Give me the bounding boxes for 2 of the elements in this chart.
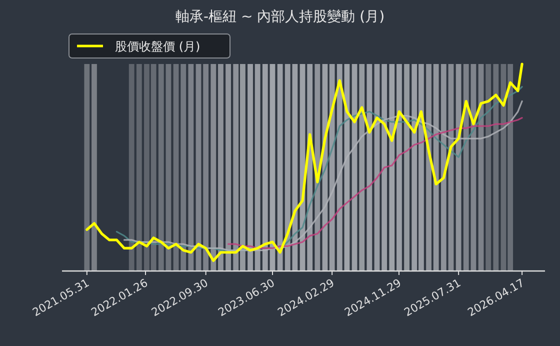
chart-title: 軸承-樞紐 ~ 內部人持股變動 (月)	[175, 9, 385, 25]
legend-label: 股價收盤價 (月)	[115, 40, 200, 54]
